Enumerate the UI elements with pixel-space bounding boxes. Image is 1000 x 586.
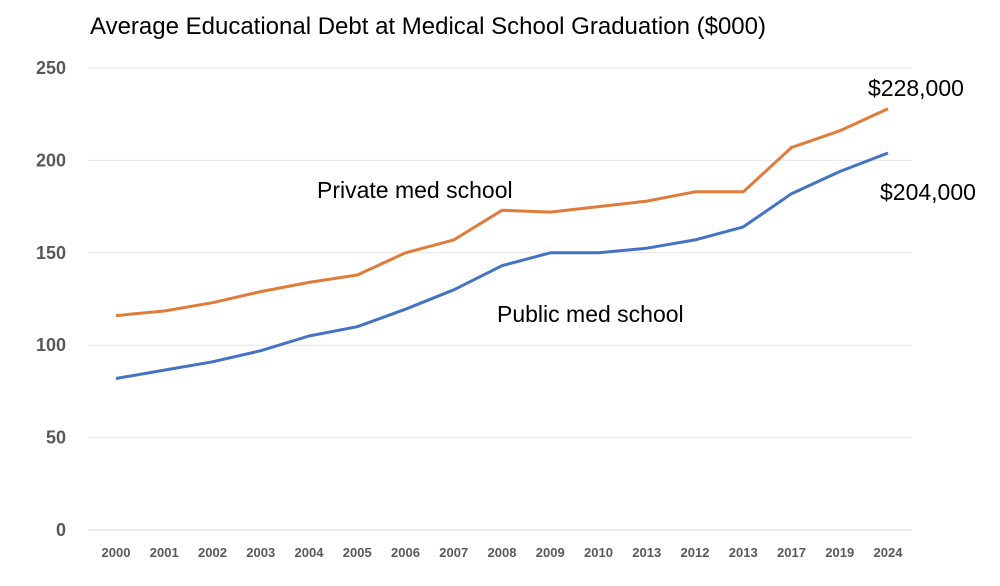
x-tick-label: 2024 xyxy=(874,545,904,560)
x-tick-label: 2008 xyxy=(488,545,517,560)
x-tick-label: 2003 xyxy=(246,545,275,560)
y-tick-label: 50 xyxy=(46,428,66,448)
x-tick-label: 2017 xyxy=(777,545,806,560)
public-end-value-label: $204,000 xyxy=(880,179,976,205)
y-tick-label: 200 xyxy=(36,150,66,170)
x-tick-label: 2013 xyxy=(729,545,758,560)
private-end-value-label: $228,000 xyxy=(868,75,964,101)
x-tick-label: 2012 xyxy=(681,545,710,560)
x-tick-label: 2006 xyxy=(391,545,420,560)
y-tick-label: 150 xyxy=(36,243,66,263)
x-tick-label: 2000 xyxy=(102,545,131,560)
x-tick-label: 2013 xyxy=(632,545,661,560)
series-line-public-med-school xyxy=(115,151,889,380)
x-tick-label: 2005 xyxy=(343,545,372,560)
public-series-label: Public med school xyxy=(497,301,684,327)
x-tick-label: 2001 xyxy=(150,545,179,560)
y-tick-label: 0 xyxy=(56,520,66,540)
x-tick-label: 2004 xyxy=(295,545,325,560)
y-tick-label: 100 xyxy=(36,335,66,355)
x-tick-label: 2019 xyxy=(825,545,854,560)
x-tick-label: 2010 xyxy=(584,545,613,560)
y-tick-label: 250 xyxy=(36,58,66,78)
x-tick-label: 2009 xyxy=(536,545,565,560)
x-tick-label: 2002 xyxy=(198,545,227,560)
series-line-private-med-school xyxy=(115,107,889,318)
private-series-label: Private med school xyxy=(317,177,513,203)
x-tick-label: 2007 xyxy=(439,545,468,560)
chart-title: Average Educational Debt at Medical Scho… xyxy=(90,13,766,40)
